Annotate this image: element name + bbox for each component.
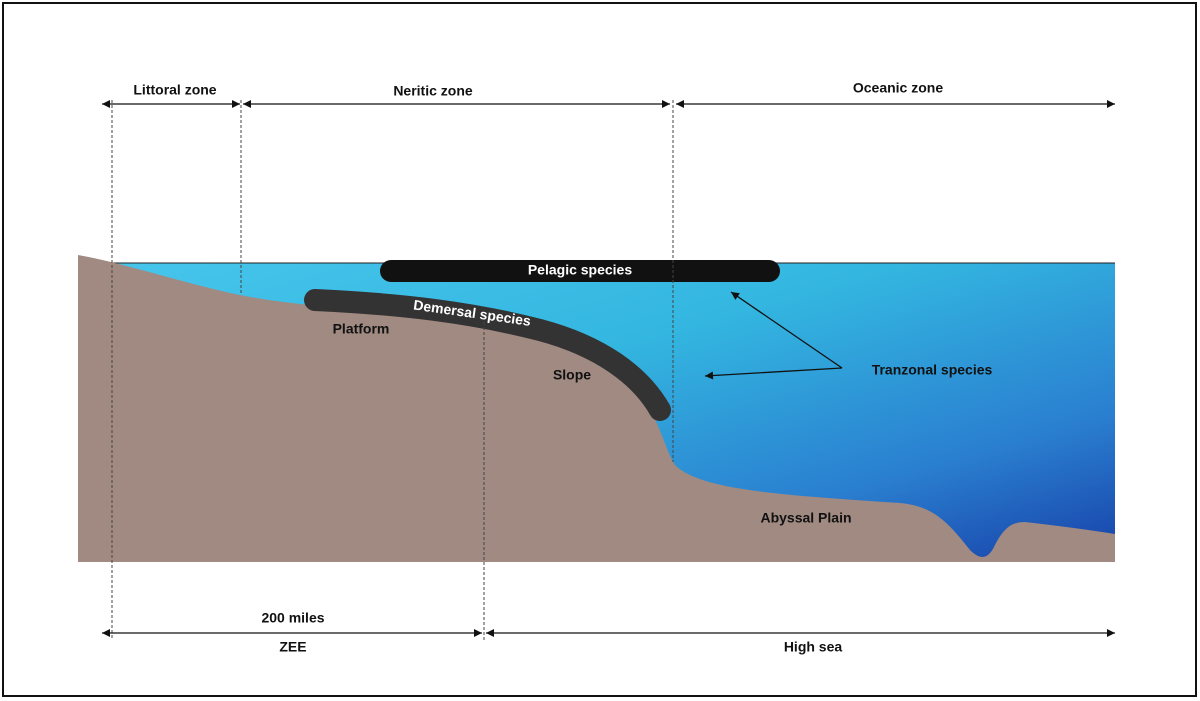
- tranzonal-label: Tranzonal species: [872, 362, 993, 378]
- zone-label: Oceanic zone: [853, 80, 943, 96]
- pointer-arrow: [730, 291, 843, 369]
- pelagic-band: [380, 260, 780, 282]
- pointer-arrow: [704, 367, 843, 380]
- slope-label: Slope: [553, 367, 591, 383]
- distance-label: 200 miles: [261, 610, 324, 626]
- abyssal-label: Abyssal Plain: [760, 510, 851, 526]
- zone-label: Neritic zone: [393, 83, 473, 99]
- platform-label: Platform: [333, 321, 390, 337]
- seabed: [78, 255, 1115, 562]
- zone-label: Littoral zone: [133, 82, 216, 98]
- high-sea-label: High sea: [784, 639, 843, 655]
- pelagic-label: Pelagic species: [528, 262, 633, 278]
- demersal-band: [304, 289, 671, 421]
- zee-label: ZEE: [279, 639, 306, 655]
